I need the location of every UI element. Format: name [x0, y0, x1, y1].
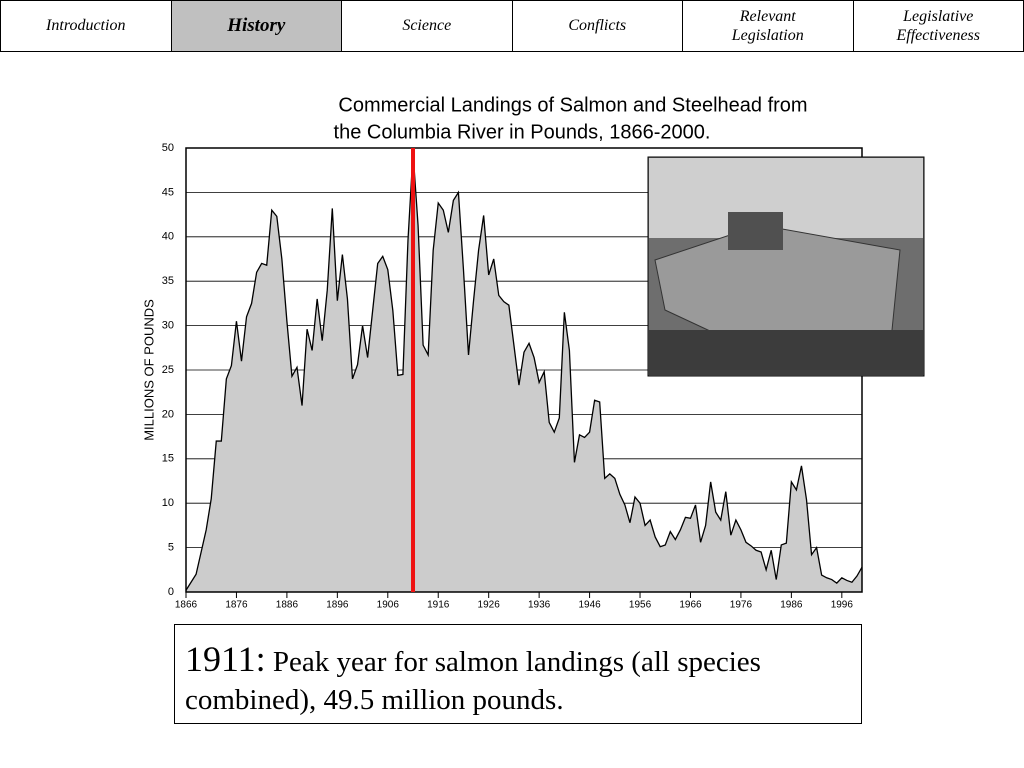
area: [186, 152, 862, 592]
y-tick-label: 25: [162, 364, 174, 376]
photo-water: [649, 330, 923, 375]
x-tick-label: 1986: [780, 600, 803, 611]
x-tick-label: 1916: [427, 600, 450, 611]
photo: [647, 156, 925, 377]
nav-tab[interactable]: History: [171, 1, 342, 51]
photo-sky: [649, 158, 923, 238]
x-tick-label: 1866: [175, 600, 198, 611]
chart: Commercial Landings of Salmon and Steelh…: [141, 94, 925, 611]
y-tick-label: 5: [168, 542, 174, 554]
chart-title: Commercial Landings of Salmon and Steelh…: [338, 94, 807, 116]
x-tick-label: 1956: [629, 600, 652, 611]
caption: 1911: Peak year for salmon landings (all…: [174, 624, 862, 724]
y-tick-label: 40: [162, 231, 174, 243]
y-tick-label: 30: [162, 320, 174, 332]
nav-tab[interactable]: Introduction: [1, 1, 172, 51]
x-tick-label: 1886: [276, 600, 299, 611]
x-tick-label: 1896: [326, 600, 349, 611]
x-tick-label: 1926: [478, 600, 501, 611]
y-tick-label: 50: [162, 142, 174, 154]
x-tick-label: 1906: [377, 600, 400, 611]
caption-year: 1911:: [185, 639, 266, 679]
caption-text: Peak year for salmon landings (all speci…: [185, 646, 761, 716]
nav-tab[interactable]: Science: [342, 1, 513, 51]
y-tick-label: 10: [162, 497, 174, 509]
x-tick-label: 1876: [225, 600, 248, 611]
photo-cabin: [728, 212, 783, 250]
x-tick-label: 1936: [528, 600, 551, 611]
x-tick-label: 1976: [730, 600, 753, 611]
nav-tab[interactable]: Conflicts: [513, 1, 683, 51]
nav-bar: Introduction History Science Conflicts Relev…: [0, 0, 1024, 52]
nav-tab[interactable]: Legislative Effectiveness: [896, 7, 980, 44]
y-tick-label: 45: [162, 186, 174, 198]
x-tick-label: 1946: [578, 600, 601, 611]
area-outline: [185, 152, 863, 591]
y-tick-label: 20: [162, 408, 174, 420]
y-tick-label: 0: [168, 586, 174, 598]
y-tick-label: 35: [162, 275, 174, 287]
nav-tab[interactable]: Relevant Legislation: [683, 1, 854, 51]
chart-title: the Columbia River in Pounds, 1866-2000.: [334, 121, 711, 143]
y-tick-label: 15: [162, 453, 174, 465]
x-tick-label: 1996: [831, 600, 854, 611]
y-axis-label: MILLIONS OF POUNDS: [141, 299, 156, 441]
x-tick-label: 1966: [679, 600, 702, 611]
